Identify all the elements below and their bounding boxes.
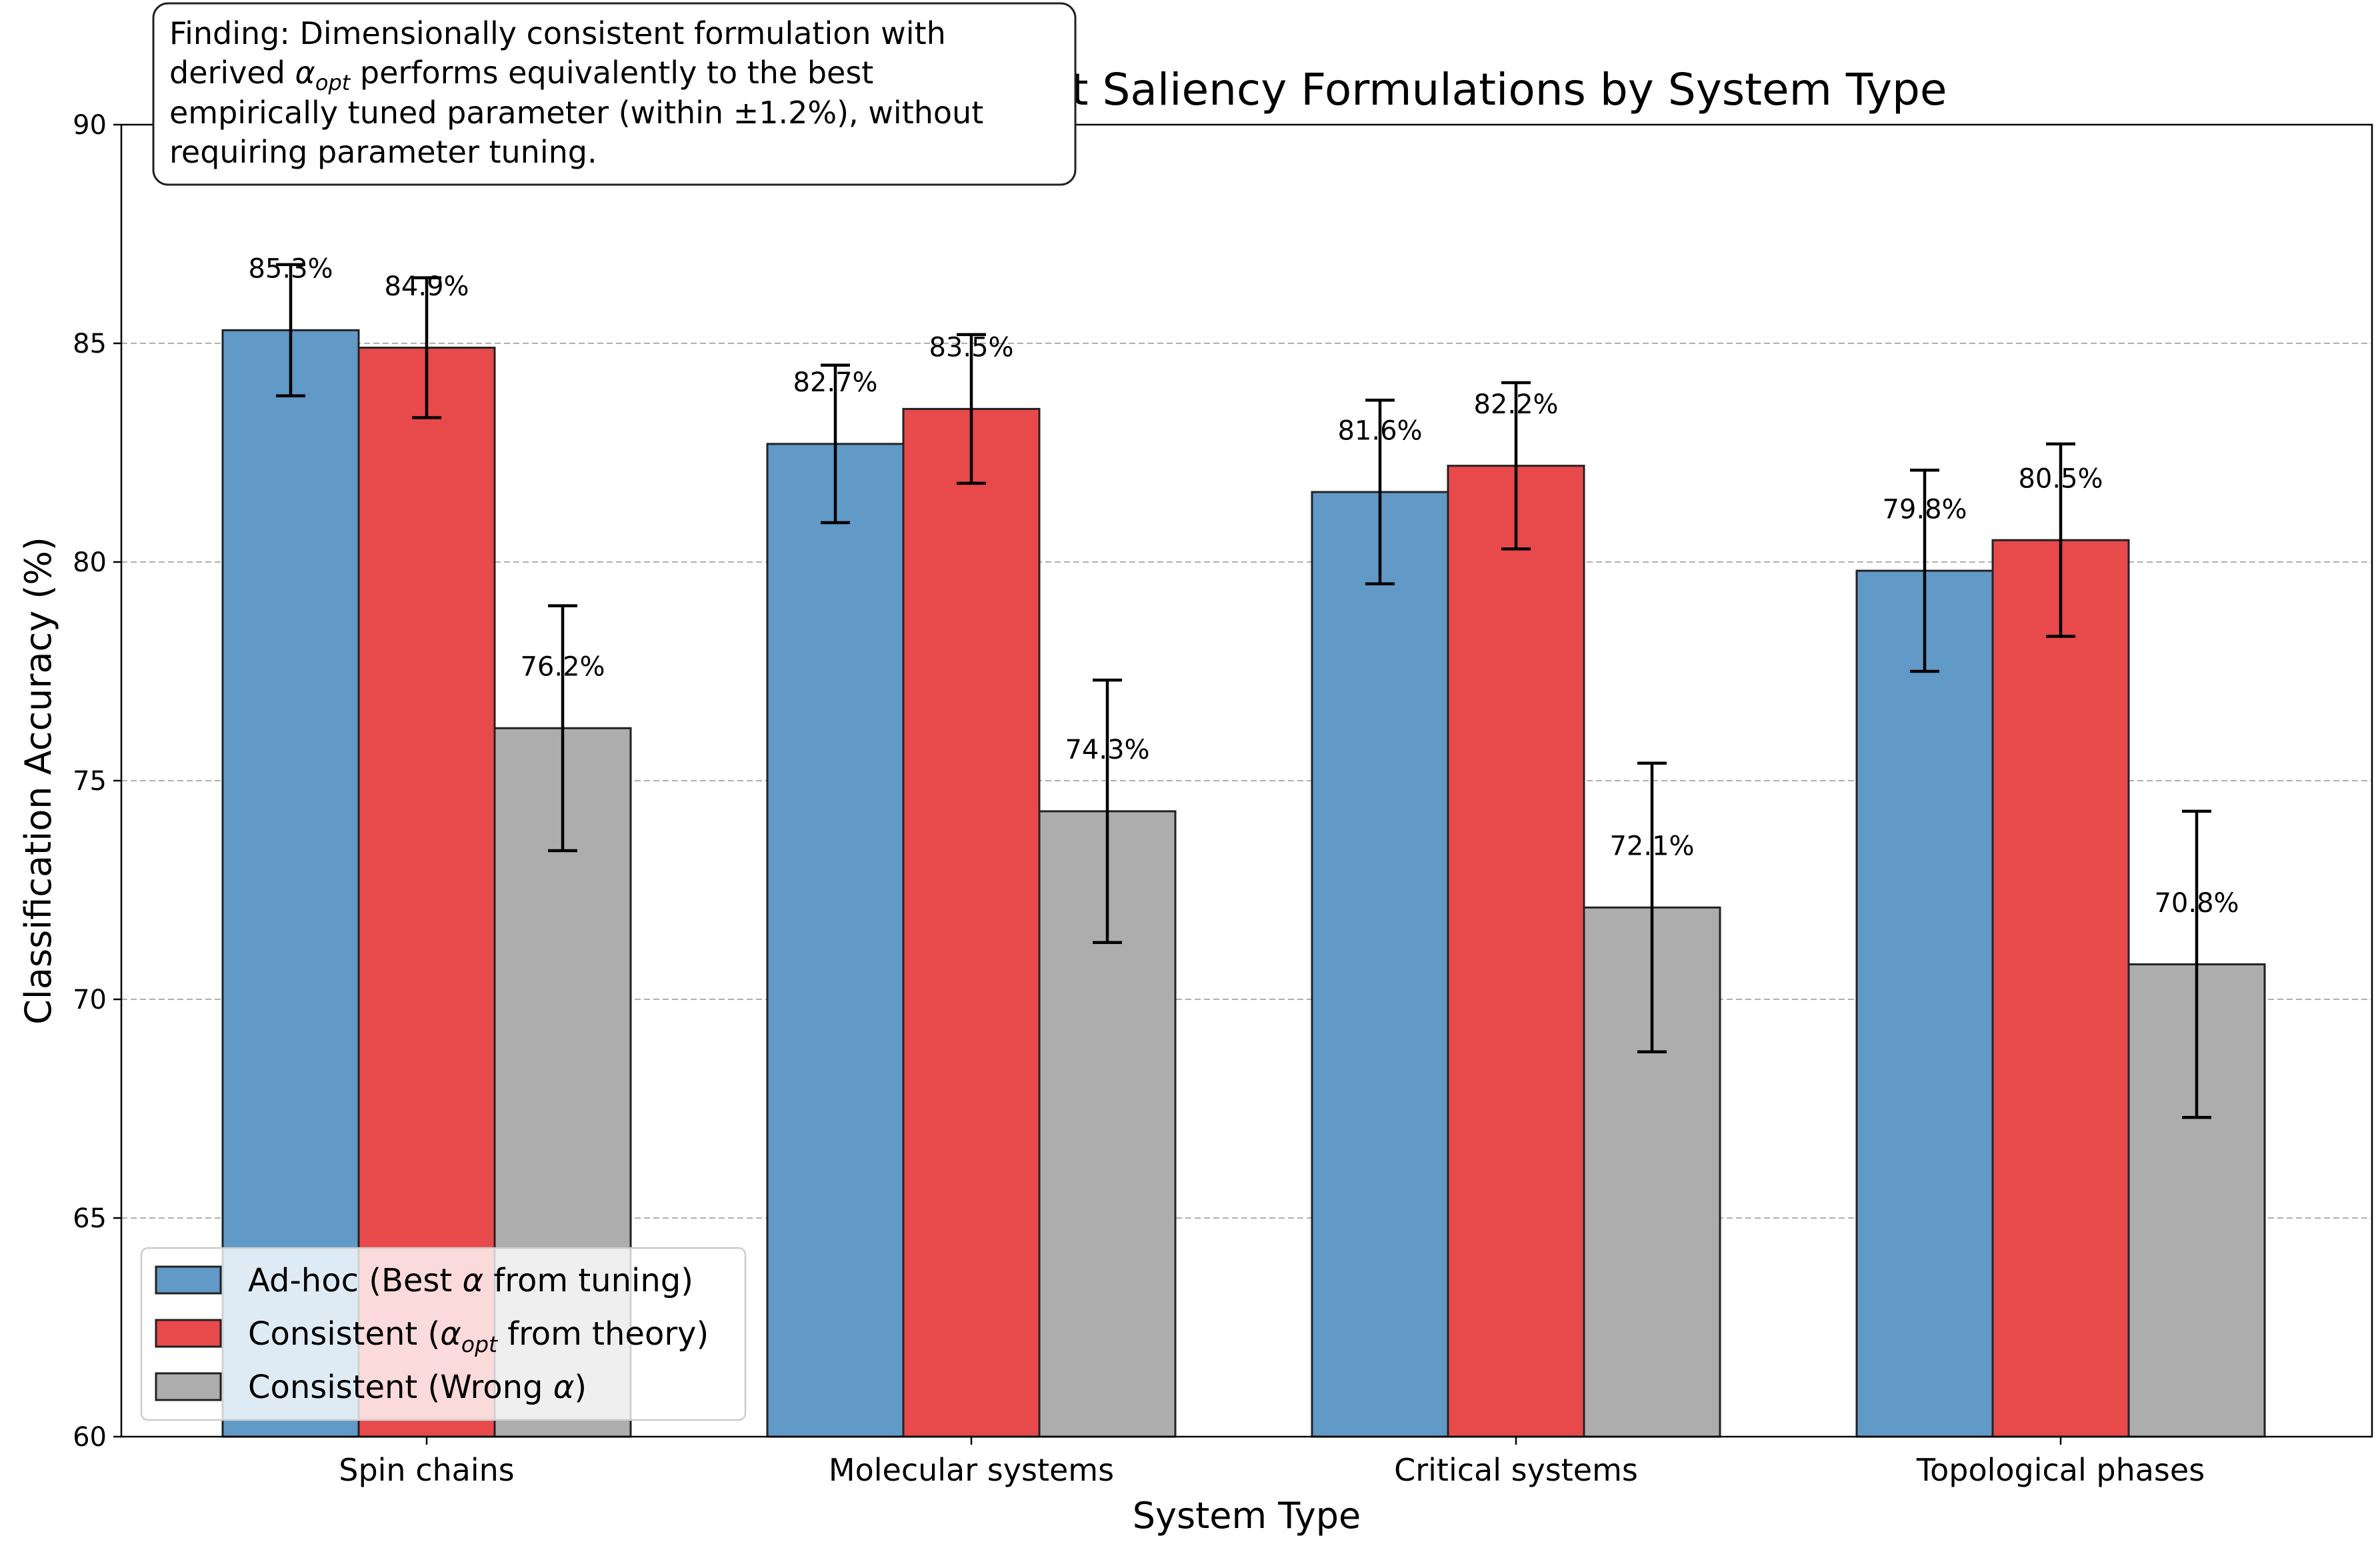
x-axis-title: System Type bbox=[1133, 1495, 1361, 1537]
data-labels: 85.3% 84.9% 76.2% 82.7% 83.5% 74.3% 81.6% 82.2%… bbox=[248, 254, 2239, 919]
legend-frame bbox=[140, 1247, 747, 1421]
y-tick-label: 90 bbox=[73, 110, 107, 141]
y-tick-label: 85 bbox=[73, 329, 107, 359]
y-tick-label: 65 bbox=[73, 1203, 107, 1234]
annotation-line-1: Finding: Dimensionally consistent formul… bbox=[169, 15, 946, 51]
data-label: 82.7% bbox=[793, 367, 877, 398]
x-tick-label: Critical systems bbox=[1394, 1452, 1638, 1488]
data-label: 72.1% bbox=[1609, 831, 1694, 862]
data-label: 84.9% bbox=[384, 271, 469, 302]
y-tick-label: 70 bbox=[73, 985, 107, 1015]
legend-label: Consistent (αopt from theory) bbox=[248, 1315, 709, 1357]
finding-annotation: Finding: Dimensionally consistent formul… bbox=[152, 2, 1077, 186]
legend: Ad-hoc (Best α from tuning) Consistent (α… bbox=[140, 1247, 747, 1421]
x-tick-label: Molecular systems bbox=[829, 1452, 1114, 1488]
y-axis: 60 65 70 75 80 85 90 bbox=[73, 110, 121, 1453]
data-label: 79.8% bbox=[1882, 494, 1967, 525]
annotation-box bbox=[152, 2, 1077, 186]
x-tick-label: Spin chains bbox=[339, 1452, 515, 1488]
bar bbox=[766, 443, 905, 1438]
y-axis-title: Classification Accuracy (%) bbox=[17, 537, 59, 1025]
x-axis: Spin chains Molecular systems Critical sys… bbox=[339, 1437, 2205, 1488]
data-label: 83.5% bbox=[929, 333, 1013, 363]
data-label: 74.3% bbox=[1065, 735, 1149, 765]
annotation-line-3: empirically tuned parameter (within ±1.2… bbox=[169, 95, 983, 131]
y-tick-label: 60 bbox=[73, 1422, 107, 1453]
bar bbox=[1447, 465, 1585, 1438]
bar bbox=[902, 407, 1041, 1438]
data-label: 76.2% bbox=[520, 652, 605, 683]
data-label: 82.2% bbox=[1473, 389, 1558, 420]
bar bbox=[1855, 569, 1994, 1438]
annotation-line-2: derived αopt performs equivalently to th… bbox=[169, 55, 873, 95]
legend-label: Ad-hoc (Best α from tuning) bbox=[248, 1262, 693, 1299]
legend-swatch bbox=[155, 1265, 222, 1295]
legend-swatch bbox=[155, 1372, 222, 1401]
error-bars bbox=[276, 263, 2211, 1119]
legend-swatch bbox=[155, 1319, 222, 1348]
annotation-line-4: requiring parameter tuning. bbox=[169, 134, 597, 170]
data-label: 81.6% bbox=[1337, 415, 1422, 446]
y-tick-label: 75 bbox=[73, 766, 107, 797]
data-label: 70.8% bbox=[2154, 888, 2239, 919]
legend-label: Consistent (Wrong α) bbox=[248, 1369, 587, 1406]
x-tick-label: Topological phases bbox=[1916, 1452, 2205, 1488]
data-label: 80.5% bbox=[2018, 463, 2103, 494]
bar bbox=[1991, 539, 2130, 1438]
y-tick-label: 80 bbox=[73, 547, 107, 578]
data-label: 85.3% bbox=[248, 254, 333, 285]
bar bbox=[1311, 491, 1449, 1438]
